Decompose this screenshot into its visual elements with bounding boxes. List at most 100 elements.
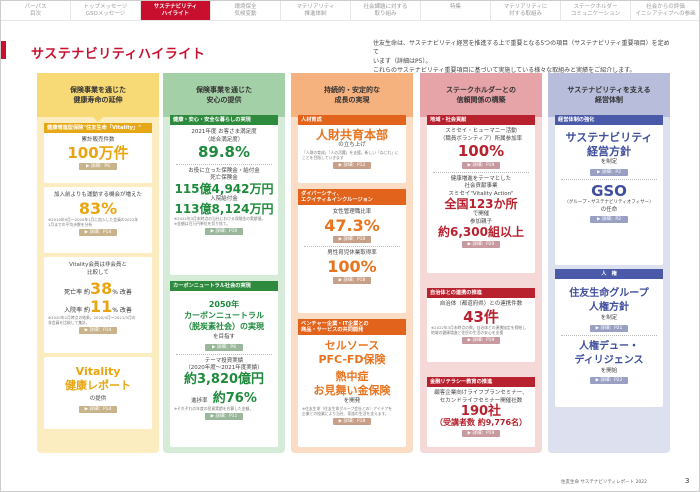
progress-row: 進捗率 約76%	[170, 387, 278, 406]
stat-value: GSO	[591, 181, 627, 200]
label: で開催 参加親子	[469, 211, 492, 225]
detail-link[interactable]: ▶ 詳細：P14	[79, 327, 117, 335]
label: 自治体（都道府県）との連携件数	[439, 301, 523, 307]
column-header: 保険事業を通じた 健康寿命の延伸	[37, 73, 159, 122]
label: 2021年度 お客さま満足度 （総合満足度）	[191, 129, 257, 143]
detail-link[interactable]: ▶ 詳細：P6	[79, 163, 117, 170]
stat-value: セルソース PFC-FD保険	[318, 339, 386, 366]
card-health-report: Vitality 健康レポート の提供 ▶ 詳細：P14	[44, 357, 152, 429]
detail-link[interactable]: ▶ 詳細：P2	[590, 216, 628, 223]
label: の提供	[89, 396, 107, 402]
stat-value: 2050年 カーボンニュートラル （脱炭素社会）の実現	[184, 300, 264, 331]
mortality-label: 死亡率 約	[64, 289, 91, 296]
tab-3[interactable]: 環境保全 気候変動	[211, 1, 281, 20]
intro-text: 住友生命は、サステナビリティ経営を推進する上で重要となる5つの項目（サステナビリ…	[373, 39, 673, 75]
mortality-value: 38	[90, 279, 113, 298]
footnote: ※2020年2月時点の結果。2020/4月〜2021/3月の 非会員を比較して集…	[48, 315, 136, 326]
detail-link[interactable]: ▶ 詳細：P20	[462, 241, 500, 249]
label: Vitality会員は非会員と 比較して	[69, 262, 127, 276]
detail-link[interactable]: ▶ 詳細：P19	[462, 430, 500, 438]
detail-link[interactable]: ▶ 詳細：P18	[333, 277, 371, 285]
card-human-rights: 人 権 住友生命グループ 人権方針 を制定 ▶ 詳細：P21 人権デュー・ ディ…	[555, 269, 663, 407]
card-heading: カーボンニュートラル社会の実現	[170, 281, 278, 291]
card-carbon-neutral: カーボンニュートラル社会の実現 2050年 カーボンニュートラル （脱炭素社会）…	[170, 281, 278, 447]
label: を開発	[343, 398, 361, 404]
mortality-row: 死亡率 約38% 改善	[44, 280, 152, 298]
detail-link[interactable]: ▶ 詳細：P16	[205, 228, 243, 236]
footnote: ※2022年3月末時点の当社における保険金の実績値。 ※金額は百万円単位を切り捨…	[174, 216, 266, 227]
card-community: 地域・社会貢献 スミセイ・ヒューマニー活動 （職員ボランティア）所属参加率 10…	[427, 115, 535, 273]
card-heading: 地域・社会貢献	[427, 115, 535, 125]
page-number: 3	[685, 477, 690, 485]
column-growth: 持続的・安定的な 成長の実現 人材育成 人財共育本部 の立ち上げ 「人財の育成」…	[291, 73, 413, 453]
stat-value: （受講者数 約9,776名）	[434, 418, 528, 428]
tab-4[interactable]: マテリアリティ 推進体制	[281, 1, 351, 20]
hospital-value: 11	[90, 296, 113, 316]
tab-0[interactable]: パーパス 目次	[1, 1, 71, 20]
tab-7[interactable]: マテリアリティに 対する取組み	[491, 1, 561, 20]
label: の立ち上げ	[338, 142, 366, 149]
card-heading: 人 権	[555, 269, 663, 279]
detail-link[interactable]: ▶ 詳細：P2	[590, 168, 628, 176]
detail-link[interactable]: ▶ 詳細：P18	[333, 236, 371, 244]
card-heading: 経営体制の強化	[555, 115, 663, 125]
intro-line-1: 住友生命は、サステナビリティ経営を推進する上で重要となる5つの項目（サステナビリ…	[373, 40, 670, 56]
detail-link[interactable]: ▶ 詳細：P19	[462, 161, 500, 169]
detail-link[interactable]: ▶ 詳細：P19	[462, 337, 500, 344]
card-vitality-sales: 健康増進型保険"住友生命「Vitality」" 累計販売件数 100万件 ▶ 詳…	[44, 123, 152, 183]
detail-link[interactable]: ▶ 詳細：P12	[333, 161, 371, 169]
footnote: ※2019年9月〜2020年1月に加入した会員の2022年 1月までの平均歩数を…	[48, 217, 139, 228]
card-municipality: 自治体との連携の推進 自治体（都道府県）との連携件数 43件 ※2022年3月末…	[427, 288, 535, 362]
card-satisfaction: 健康・安心・安全な暮らしの実現 2021年度 お客さま満足度 （総合満足度） 8…	[170, 115, 278, 275]
label: 進捗率	[191, 397, 208, 404]
stat-value: 83%	[78, 198, 118, 218]
tab-2[interactable]: サステナビリティ ハイライト	[141, 1, 211, 20]
column-security: 保険事業を通じた 安心の提供 健康・安心・安全な暮らしの実現 2021年度 お客…	[163, 73, 285, 453]
label: お役に立った保険金・給付金	[188, 167, 260, 174]
card-heading: 金融リテラシー教育の推進	[427, 377, 535, 387]
stat-value: Vitality 健康レポート	[65, 365, 131, 392]
card-management: 経営体制の強化 サステナビリティ 経営方針 を制定 ▶ 詳細：P2 GSO （グ…	[555, 115, 663, 265]
divider	[176, 353, 272, 355]
divider	[304, 246, 400, 248]
footnote: 「人財の育成」「人の活躍」を支援。新しい「ねじれ」に ことを目指していきます	[302, 149, 399, 160]
label: （グループ・サステナビリティオフィサー）	[564, 200, 654, 205]
intro-line-2: います（詳細はP5）。	[373, 58, 432, 65]
column-header: ステークホルダーとの 信頼関係の構築	[420, 73, 542, 122]
label: を制定	[600, 159, 618, 165]
tab-1[interactable]: トップメッセージ GSOメッセージ	[71, 1, 141, 20]
divider	[561, 334, 657, 336]
detail-link[interactable]: ▶ 詳細：P21	[590, 324, 628, 332]
detail-link[interactable]: ▶ 詳細：P22	[590, 377, 628, 384]
stat-value: 人権デュー・ ディリジェンス	[574, 340, 644, 366]
label: テーマ投資実績 （2020年度〜2021年度実績）	[185, 357, 263, 372]
footnote: ※2022年3月末時点の数。自治体との連携協定を締結し 地域の健康増進と住民の生…	[431, 325, 526, 335]
tab-5[interactable]: 社会課題に対する 取り組み	[351, 1, 421, 20]
intro-line-3: これらのサステナビリティ重要項目に基づいて実施している様々な取組みと実績をご紹介…	[373, 67, 636, 74]
stat-value: サステナビリティ 経営方針	[565, 131, 653, 158]
page-title: サステナビリティハイライト	[31, 47, 206, 62]
stat-value: 約6,300組以上	[438, 225, 524, 240]
stat-value: 190社	[460, 404, 502, 419]
tab-8[interactable]: ステークホルダー コミュニケーション	[561, 1, 631, 20]
label: 入院給付金	[210, 195, 238, 202]
detail-link[interactable]: ▶ 詳細：P11	[205, 413, 243, 421]
detail-link[interactable]: ▶ 詳細：P14	[79, 405, 117, 413]
tab-9[interactable]: 社会からの評価 イニシアティブへの参画	[631, 1, 699, 20]
detail-link[interactable]: ▶ 詳細：P14	[79, 229, 117, 237]
stat-value: 89.8%	[197, 143, 251, 161]
stat-value: 113億8,124万円	[174, 202, 274, 217]
card-heading: 健康・安心・安全な暮らしの実現	[170, 115, 278, 125]
card-heading: 健康増進型保険"住友生命「Vitality」"	[44, 123, 152, 133]
card-heading: 自治体との連携の推進	[427, 288, 535, 298]
detail-link[interactable]: ▶ 詳細：P18	[333, 417, 371, 425]
stat-value: 100%	[327, 256, 377, 276]
stat-value: 熱中症 お見舞い金保険	[313, 370, 391, 397]
tab-6[interactable]: 特集	[421, 1, 491, 20]
detail-link[interactable]: ▶ 詳細：P8	[205, 343, 243, 351]
card-mortality: Vitality会員は非会員と 比較して 死亡率 約38% 改善 入院率 約11…	[44, 257, 152, 353]
stat-value: 100万件	[67, 143, 129, 162]
card-diversity: ダイバーシティ、 エクイティ＆インクルージョン 女性管理職比率 47.3% ▶ …	[298, 189, 406, 313]
label: 女性管理職比率	[332, 209, 372, 215]
